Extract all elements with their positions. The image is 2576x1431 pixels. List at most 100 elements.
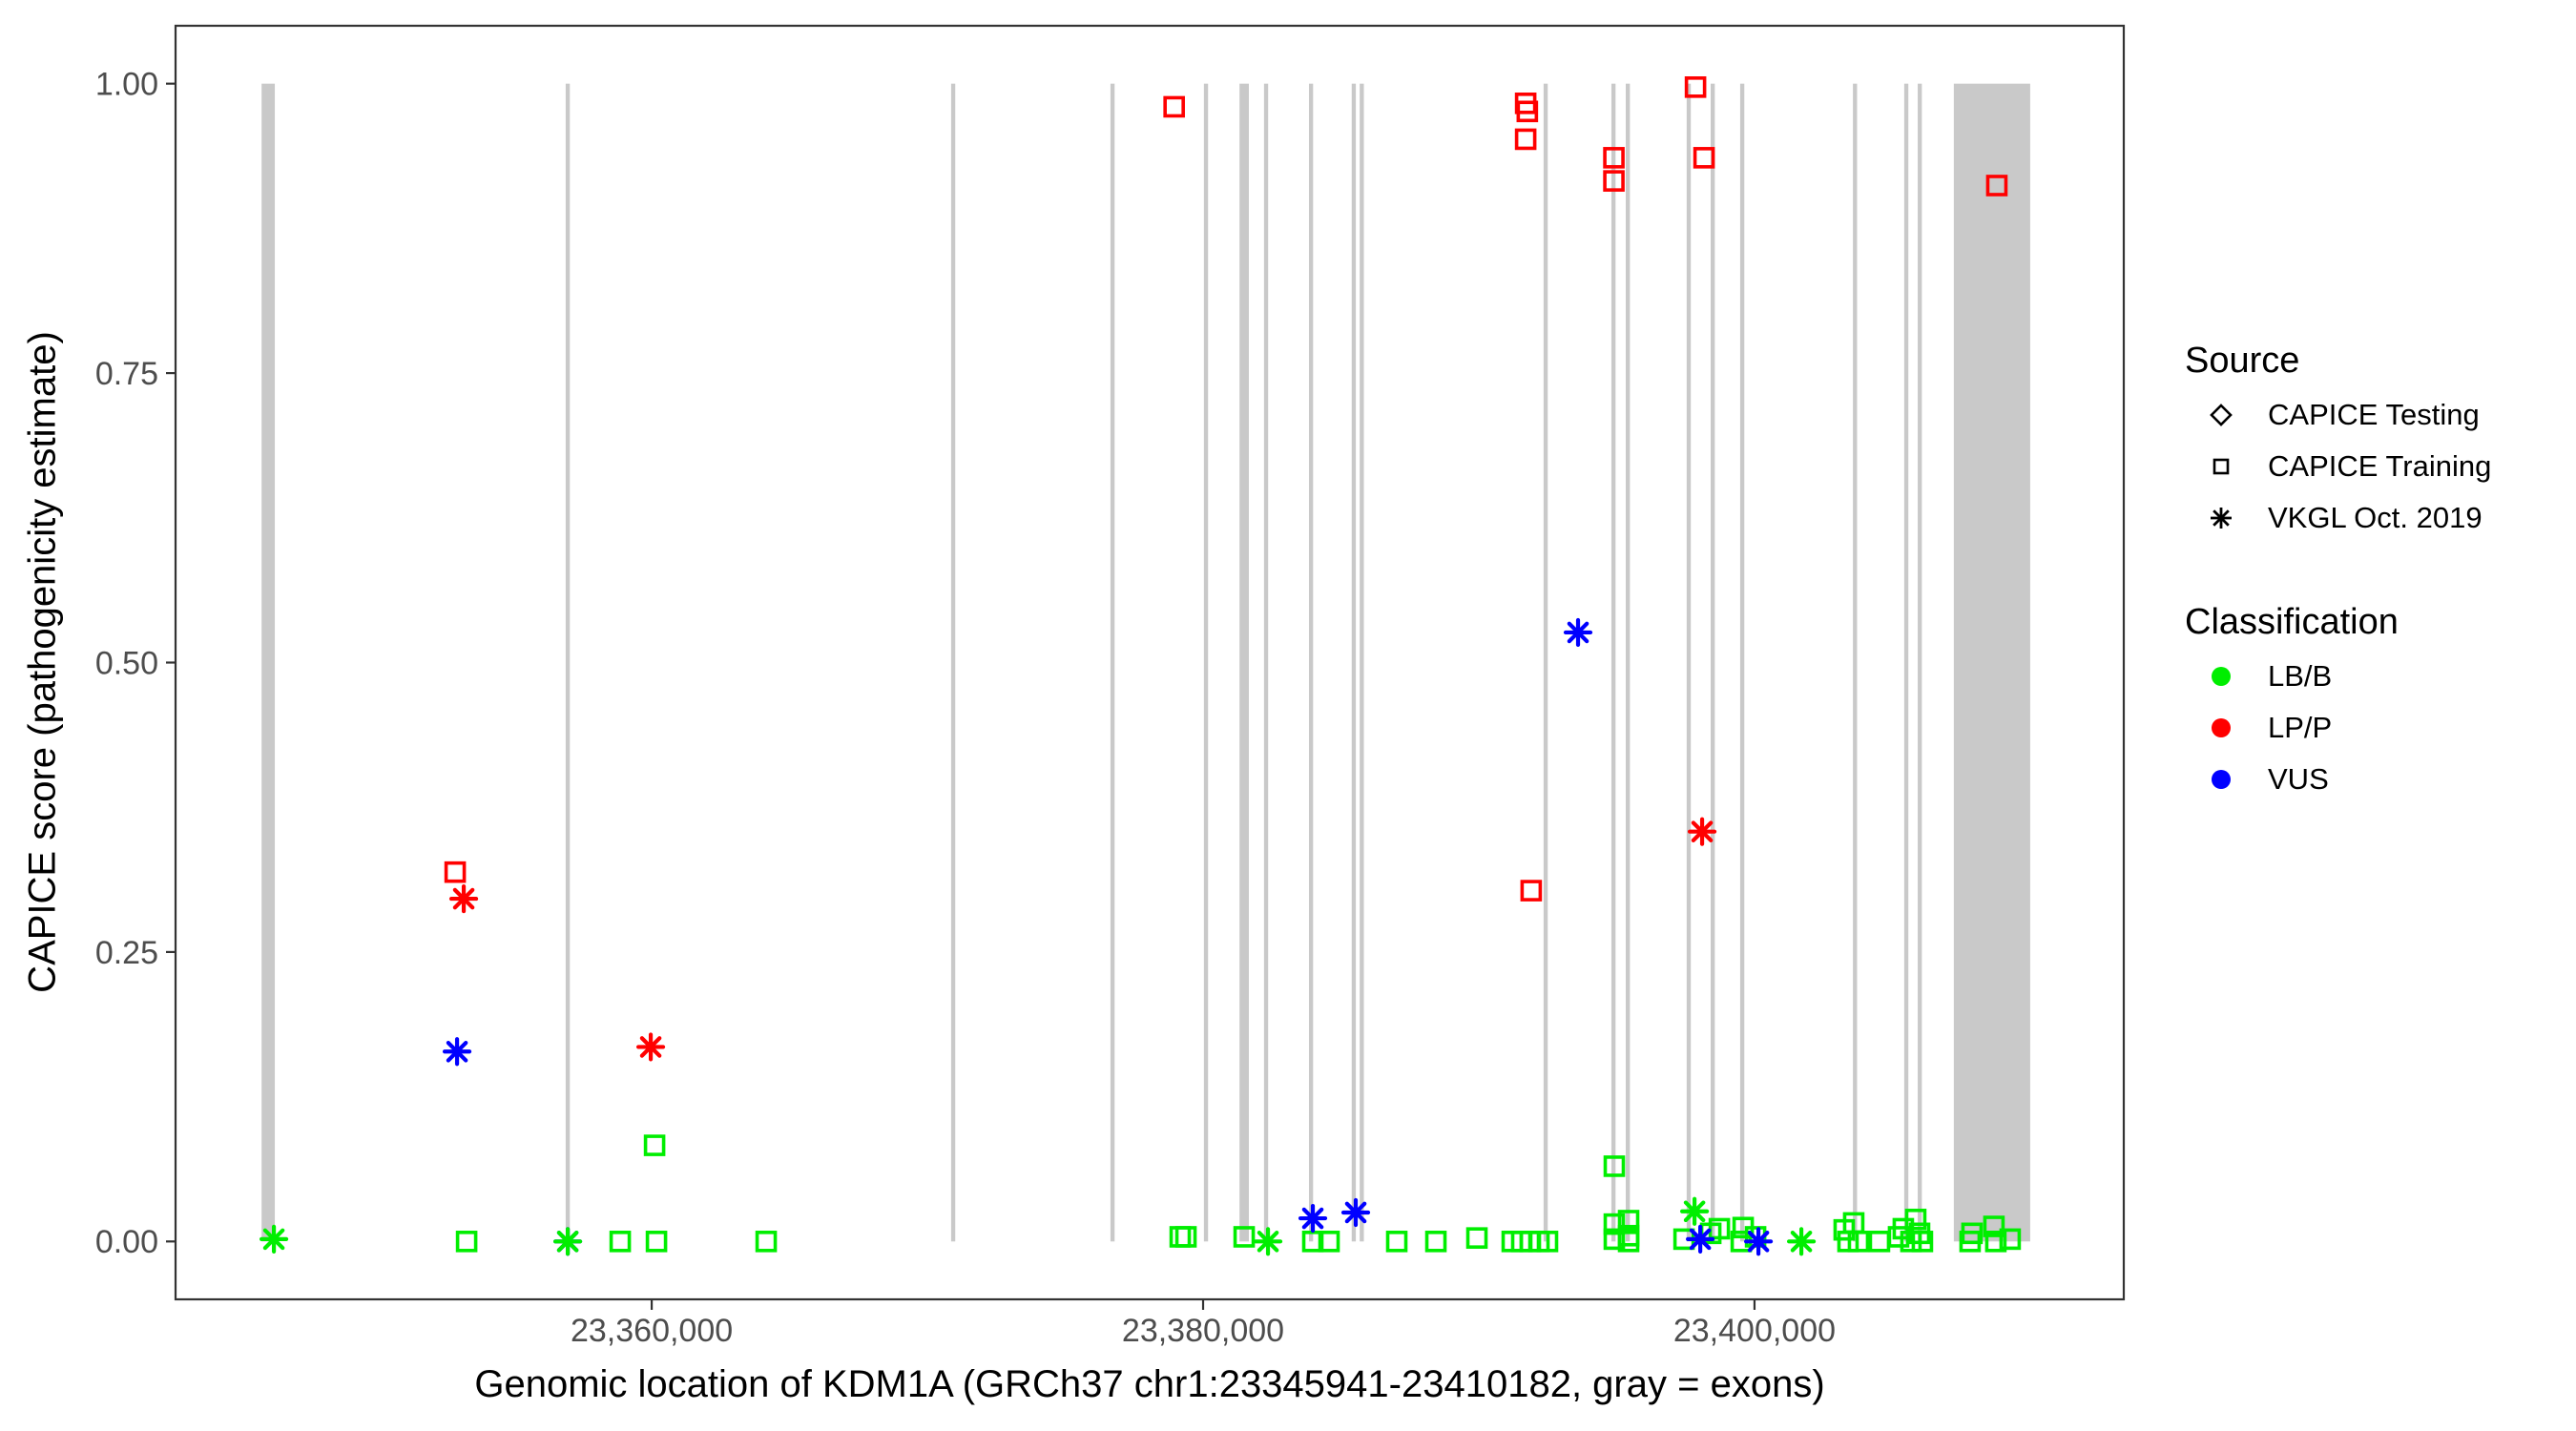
exon-band	[1239, 83, 1249, 1242]
data-point-square	[1516, 100, 1539, 123]
data-point-asterisk	[1786, 1227, 1817, 1256]
exon-band	[1686, 83, 1692, 1242]
legend-item-vkgl: VKGL Oct. 2019	[2185, 492, 2566, 544]
exon-band	[1853, 83, 1858, 1242]
legend-item-label: CAPICE Testing	[2268, 398, 2480, 431]
y-tick-label: 0.75	[95, 356, 158, 392]
data-point-square	[1603, 170, 1625, 192]
data-point-square	[1983, 1215, 2005, 1237]
data-point-asterisk	[1298, 1203, 1328, 1234]
data-point-square	[1847, 1231, 1870, 1253]
legend-source-title: Source	[2185, 341, 2300, 381]
data-point-square	[1603, 1228, 1626, 1251]
data-point-square	[1318, 1231, 1340, 1253]
data-point-square	[1603, 147, 1625, 169]
x-axis-title: Genomic location of KDM1A (GRCh37 chr1:2…	[474, 1363, 1825, 1405]
y-tick-label: 0.00	[95, 1224, 158, 1260]
legend-item-vus: VUS	[2185, 754, 2566, 805]
legend-item-lpp: LP/P	[2185, 702, 2566, 754]
data-point-square	[1233, 1226, 1256, 1248]
data-point-square	[444, 861, 467, 883]
data-point-square	[1385, 1231, 1408, 1253]
exon-band	[1953, 83, 2030, 1242]
legend-item-label: VKGL Oct. 2019	[2268, 501, 2483, 534]
data-point-asterisk	[1253, 1227, 1283, 1256]
data-point-asterisk	[1686, 1224, 1715, 1254]
data-point-asterisk	[1563, 617, 1593, 648]
data-point-asterisk	[1340, 1197, 1371, 1228]
data-point-square	[1163, 95, 1185, 118]
exon-band	[261, 83, 276, 1242]
data-point-square	[1617, 1231, 1640, 1253]
dot-icon	[2212, 770, 2231, 789]
data-point-square	[1999, 1228, 2022, 1251]
exon-band	[1739, 83, 1745, 1242]
x-tick-label: 23,380,000	[1122, 1313, 1284, 1349]
data-point-square	[1684, 76, 1707, 98]
data-point-square	[1424, 1231, 1447, 1253]
data-point-square	[645, 1231, 668, 1253]
legend-item-label: LP/P	[2268, 711, 2333, 744]
data-point-square	[1174, 1226, 1197, 1248]
data-point-asterisk	[1743, 1227, 1774, 1256]
data-point-square	[643, 1134, 666, 1156]
legend-item-label: VUS	[2268, 762, 2329, 796]
panel-border	[174, 24, 2126, 1301]
data-point-asterisk	[552, 1227, 583, 1256]
exon-band	[1626, 83, 1631, 1242]
y-tick-label: 1.00	[95, 67, 158, 103]
data-point-asterisk	[259, 1224, 289, 1254]
data-point-square	[1693, 147, 1715, 169]
exon-band	[1543, 83, 1548, 1242]
y-tick-label: 0.50	[95, 645, 158, 681]
y-axis-title: CAPICE score (pathogenicity estimate)	[21, 331, 64, 993]
diamond-icon	[2210, 404, 2233, 426]
exon-band	[1918, 83, 1922, 1242]
exon-band	[1203, 83, 1209, 1242]
exon-band	[1711, 83, 1715, 1242]
legend-item-label: CAPICE Training	[2268, 449, 2492, 483]
data-point-square	[455, 1231, 478, 1253]
data-point-square	[1984, 1231, 2007, 1253]
exon-band	[1308, 83, 1314, 1242]
legend-classification-title: Classification	[2185, 602, 2399, 642]
asterisk-icon	[2211, 508, 2232, 529]
data-point-square	[1911, 1231, 1934, 1253]
data-point-square	[1961, 1222, 1984, 1245]
data-point-square	[1985, 175, 2008, 197]
data-point-square	[1708, 1217, 1731, 1240]
data-point-asterisk	[1680, 1196, 1710, 1226]
square-icon	[2212, 458, 2230, 475]
data-point-asterisk	[448, 883, 479, 914]
exon-band	[565, 83, 571, 1242]
data-point-square	[1868, 1231, 1891, 1253]
data-point-square	[1465, 1227, 1488, 1249]
legend-item-label: LB/B	[2268, 659, 2333, 693]
legend: Source CAPICE Testing CAPICE Training	[2185, 340, 2566, 805]
data-point-square	[1603, 1213, 1626, 1235]
data-point-square	[1617, 1210, 1640, 1232]
dot-icon	[2212, 667, 2231, 686]
data-point-asterisk	[1687, 817, 1717, 846]
data-point-square	[1904, 1208, 1927, 1231]
exon-band	[950, 83, 956, 1242]
x-tick-label: 23,360,000	[571, 1313, 733, 1349]
legend-item-lbb: LB/B	[2185, 651, 2566, 702]
data-point-square	[1520, 880, 1543, 902]
data-point-square	[609, 1231, 632, 1253]
data-point-square	[755, 1231, 778, 1253]
y-tick-label: 0.25	[95, 935, 158, 971]
exon-band	[1263, 83, 1269, 1242]
exon-band	[1360, 83, 1364, 1242]
data-point-square	[1169, 1226, 1192, 1248]
exon-band	[1351, 83, 1357, 1242]
legend-item-capice-testing: CAPICE Testing	[2185, 389, 2566, 441]
exon-band	[1110, 83, 1115, 1242]
data-point-asterisk	[635, 1032, 666, 1062]
exon-band	[1610, 83, 1616, 1242]
x-tick-label: 23,400,000	[1673, 1313, 1836, 1349]
data-point-square	[1514, 128, 1537, 151]
data-point-asterisk	[442, 1037, 472, 1067]
